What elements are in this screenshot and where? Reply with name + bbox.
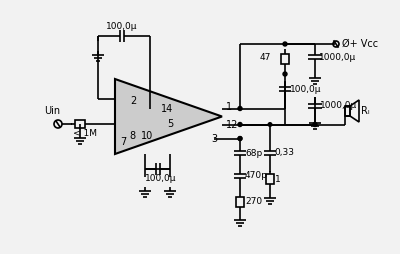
Text: Rₗ: Rₗ [361,106,370,116]
Bar [281,54,289,64]
Text: 100,0μ: 100,0μ [106,22,138,31]
Polygon shape [115,79,222,154]
Circle shape [238,136,242,140]
Circle shape [238,137,242,140]
Text: Ø+ Vcc: Ø+ Vcc [342,39,378,49]
Bar [345,106,350,116]
Text: 0,33: 0,33 [274,149,294,157]
Bar [266,174,274,184]
Circle shape [313,122,317,126]
Bar [75,120,85,128]
Text: < 1M: < 1M [73,130,97,138]
Text: 2: 2 [130,96,136,106]
Circle shape [283,42,287,46]
Circle shape [283,72,287,76]
Text: 100,0μ: 100,0μ [290,85,322,93]
Bar [236,197,244,207]
Text: 1: 1 [275,174,281,183]
Text: 68p: 68p [245,149,262,157]
Circle shape [238,106,242,110]
Text: 10: 10 [141,131,153,141]
Text: 14: 14 [161,104,173,114]
Text: 5: 5 [167,119,173,129]
Text: 12: 12 [226,120,238,131]
Text: 1: 1 [226,103,232,113]
Circle shape [238,122,242,126]
Text: 270: 270 [245,198,262,207]
Circle shape [268,123,272,126]
Text: 1000,0μ: 1000,0μ [320,102,357,110]
Text: 470p: 470p [245,171,268,181]
Text: 1000,0μ: 1000,0μ [319,53,356,61]
Text: 3: 3 [211,134,217,144]
Text: 7: 7 [120,137,126,147]
Text: 8: 8 [129,131,135,141]
Text: 100,0μ: 100,0μ [145,174,176,183]
Text: Uin: Uin [44,106,60,116]
Text: 47: 47 [260,53,271,61]
